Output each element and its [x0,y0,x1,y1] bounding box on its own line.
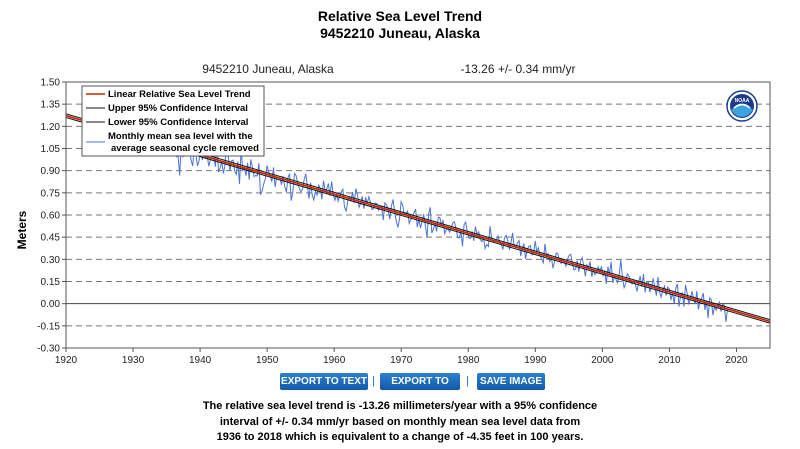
y-tick-label: 0.45 [41,233,61,244]
y-tick-label: 1.50 [41,78,61,89]
y-tick-label: -0.30 [37,344,60,355]
x-tick-label: 1960 [323,355,346,366]
chart-svg: 9452210 Juneau, Alaska -13.26 +/- 0.34 m… [15,62,771,367]
y-tick-label: 0.75 [41,188,61,199]
toolbar-separator: | [466,375,469,387]
gridlines [66,103,770,327]
axis-ticks: -0.30 -0.15 0.00 0.15 0.30 0.45 0.60 0.75 0.90 1.… [37,78,748,367]
y-tick-label: 1.35 [41,100,61,111]
y-tick-label: 0.30 [41,255,61,266]
export-csv-button[interactable]: EXPORT TO CSV [380,373,460,404]
y-tick-label: 0.00 [41,299,61,310]
y-tick-label: 0.60 [41,211,61,222]
x-tick-label: 1970 [390,355,413,366]
legend-entry-lower: Lower 95% Confidence Interval [108,117,248,128]
x-tick-label: 2000 [591,355,614,366]
x-tick-label: 1990 [524,355,547,366]
legend-entry-monthly-1: Monthly mean sea level with the [108,131,253,142]
trend-description-line-3: 1936 to 2018 which is equivalent to a ch… [216,431,584,443]
y-tick-label: -0.15 [37,321,60,332]
x-tick-label: 2020 [725,355,748,366]
noaa-logo-text: NOAA [735,98,750,104]
noaa-logo-gull [733,103,751,109]
legend-entry-monthly-2: average seasonal cycle removed [111,143,259,154]
trend-description: The relative sea level trend is -13.26 m… [150,399,650,446]
trend-description-line-1: The relative sea level trend is -13.26 m… [202,400,598,412]
chart-title: Relative Sea Level Trend [317,8,483,24]
legend-entry-upper: Upper 95% Confidence Interval [108,103,248,114]
x-tick-label: 1930 [122,355,145,366]
noaa-logo-wave [731,104,753,117]
monthly-mean-series [172,128,730,322]
x-tick-label: 1920 [55,355,78,366]
save-image-button[interactable]: SAVE IMAGE [477,373,545,390]
header-station: 9452210 Juneau, Alaska [202,62,334,76]
x-tick-label: 1940 [189,355,212,366]
legend: Linear Relative Sea Level Trend Upper 95… [81,85,265,157]
export-toolbar: EXPORT TO TEXT | EXPORT TO CSV | SAVE IM… [0,373,800,404]
y-tick-label: 0.15 [41,277,61,288]
trend-description-line-2: interval of +/- 0.34 mm/yr based on mont… [219,415,581,428]
x-tick-label: 1950 [256,355,279,366]
y-tick-label: 0.90 [41,166,61,177]
legend-box [81,85,265,157]
plot-frame [65,81,771,349]
y-axis-label: Meters [15,210,29,249]
legend-entry-trend: Linear Relative Sea Level Trend [108,89,251,100]
y-tick-label: 1.05 [41,144,61,155]
noaa-logo: NOAA [726,90,758,122]
x-tick-label: 2010 [658,355,681,366]
export-text-button[interactable]: EXPORT TO TEXT [280,373,368,390]
y-tick-label: 1.20 [41,122,61,133]
chart-subtitle: 9452210 Juneau, Alaska [320,25,480,41]
x-tick-label: 1980 [457,355,480,366]
header-trend: -13.26 +/- 0.34 mm/yr [460,62,575,76]
toolbar-separator: | [372,375,375,387]
